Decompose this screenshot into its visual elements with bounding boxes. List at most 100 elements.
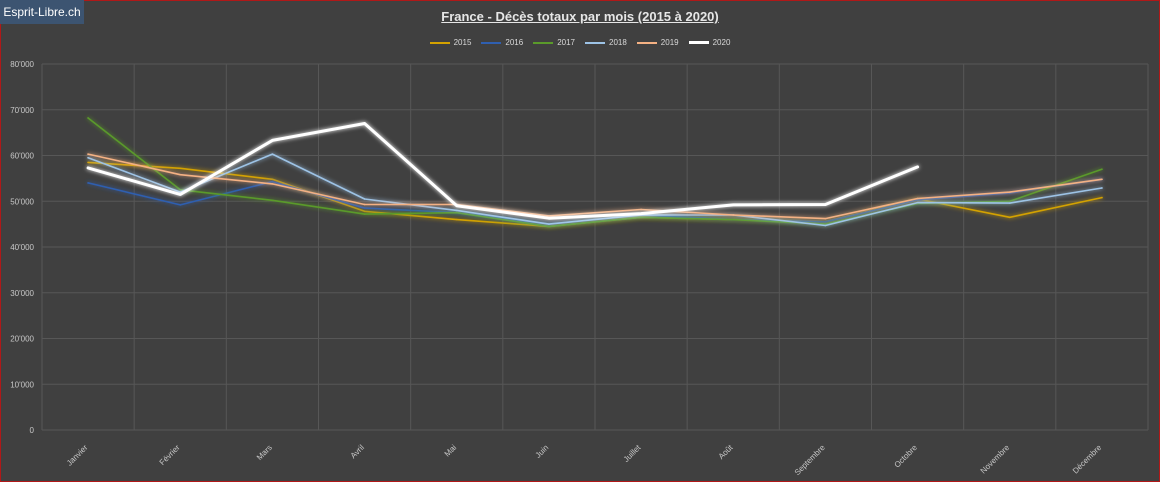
- legend-label-2016: 2016: [505, 38, 524, 47]
- x-tick-label: Février: [158, 443, 182, 467]
- data-point-2020: [916, 166, 919, 168]
- legend-swatch-2020: [688, 41, 709, 44]
- legend-swatch-2017: [533, 41, 554, 44]
- data-point-2020: [271, 139, 274, 142]
- data-point-2018: [87, 156, 89, 159]
- data-point-2017: [363, 213, 366, 215]
- data-point-2018: [548, 223, 550, 225]
- data-point-2018: [455, 209, 458, 212]
- series-line-2020: [86, 122, 920, 220]
- data-point-2018: [363, 198, 366, 200]
- data-point-2016: [824, 221, 827, 223]
- y-tick-label: 60'000: [10, 152, 34, 161]
- data-point-2017: [640, 216, 642, 219]
- data-point-2015: [455, 218, 458, 221]
- data-point-2017: [732, 218, 735, 221]
- y-tick-label: 20'000: [10, 335, 34, 344]
- legend-swatch-2019: [636, 41, 657, 44]
- site-badge: Esprit-Libre.ch: [0, 0, 84, 24]
- x-tick-label: Mars: [255, 443, 274, 462]
- y-tick-label: 70'000: [10, 106, 34, 115]
- data-point-2020: [179, 193, 182, 196]
- data-point-2015: [179, 167, 182, 170]
- legend-label-2015: 2015: [453, 38, 472, 47]
- legend-label-2019: 2019: [660, 38, 679, 47]
- data-point-2019: [732, 214, 735, 216]
- legend-item-2015: 2015: [429, 38, 472, 47]
- x-tick-label: Décembre: [1071, 443, 1104, 476]
- data-point-2018: [916, 201, 919, 204]
- data-point-2017: [1008, 200, 1011, 203]
- data-point-2019: [363, 203, 366, 206]
- data-point-2020: [824, 203, 827, 206]
- data-point-2019: [87, 153, 89, 155]
- x-axis: Janvier Février Mars Avril Mai Juin Juillet Aoû…: [65, 443, 1104, 478]
- data-point-2017: [455, 211, 458, 214]
- data-point-2016: [87, 182, 89, 184]
- data-point-2015: [87, 161, 89, 164]
- data-point-2015: [1101, 196, 1103, 199]
- data-point-2020: [87, 167, 89, 169]
- data-point-2020: [455, 205, 458, 207]
- data-point-2019: [1101, 178, 1103, 181]
- x-tick-label: Mai: [443, 443, 459, 459]
- data-point-2018: [1101, 187, 1103, 189]
- y-tick-label: 10'000: [10, 380, 34, 389]
- legend-item-2019: 2019: [636, 38, 679, 47]
- legend-label-2018: 2018: [609, 38, 627, 47]
- data-point-2015: [271, 178, 274, 181]
- y-axis: 0 10'000 20'000 30'000 40'000 50'000 60'000 70'…: [10, 60, 34, 435]
- legend-swatch-2015: [429, 41, 450, 44]
- y-tick-label: 30'000: [10, 289, 34, 298]
- legend-label-2017: 2017: [557, 38, 575, 47]
- series-lines: [86, 117, 1103, 228]
- data-point-2017: [1101, 168, 1103, 171]
- data-point-2016: [271, 180, 274, 183]
- y-tick-label: 80'000: [10, 60, 34, 69]
- data-point-2018: [824, 224, 827, 227]
- series-line-2019: [87, 153, 1103, 220]
- data-point-2017: [824, 223, 827, 225]
- data-point-2020: [363, 122, 366, 125]
- data-point-2019: [824, 217, 827, 220]
- x-tick-label: Août: [717, 443, 736, 462]
- x-tick-label: Septembre: [793, 443, 827, 477]
- legend-swatch-2016: [481, 41, 502, 44]
- data-point-2018: [271, 153, 274, 155]
- data-point-2019: [640, 208, 642, 211]
- series-line-2018: [87, 153, 1103, 227]
- legend-label-2020: 2020: [712, 38, 731, 47]
- data-point-2016: [916, 199, 919, 201]
- data-point-2017: [271, 199, 274, 202]
- data-point-2016: [363, 207, 366, 209]
- x-tick-label: Juillet: [622, 443, 643, 464]
- data-point-2019: [271, 183, 274, 185]
- legend-item-2017: 2017: [533, 38, 575, 47]
- chart-title: France - Décès totaux par mois (2015 à 2…: [441, 9, 719, 24]
- legend-item-2020: 2020: [688, 38, 731, 47]
- data-point-2019: [916, 197, 919, 200]
- data-point-2017: [179, 189, 182, 191]
- legend-item-2018: 2018: [585, 38, 627, 47]
- data-point-2018: [1008, 202, 1011, 204]
- data-point-2017: [87, 117, 89, 119]
- data-point-2020: [732, 204, 735, 206]
- x-tick-label: Juin: [534, 443, 551, 460]
- y-tick-label: 40'000: [10, 243, 34, 252]
- data-point-2020: [640, 212, 642, 215]
- y-tick-label: 0: [30, 426, 35, 435]
- y-tick-label: 50'000: [10, 197, 34, 206]
- gridlines: [41, 63, 1149, 431]
- data-point-2016: [179, 204, 182, 206]
- data-point-2017: [548, 225, 550, 228]
- data-point-2019: [1008, 191, 1011, 193]
- x-tick-label: Janvier: [65, 443, 90, 468]
- x-tick-label: Novembre: [979, 443, 1012, 476]
- data-point-2019: [179, 173, 182, 176]
- data-point-2020: [548, 217, 550, 219]
- x-tick-label: Octobre: [893, 443, 920, 470]
- legend-item-2016: 2016: [481, 38, 523, 47]
- data-point-2015: [363, 210, 366, 213]
- legend: 2015 2016 2017 2018 2019 2020: [0, 38, 1160, 47]
